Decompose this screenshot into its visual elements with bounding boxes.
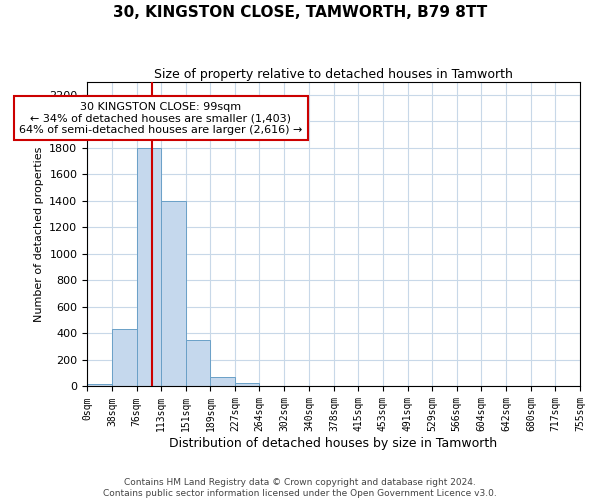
Bar [185, 340, 211, 386]
Bar [87, 384, 112, 386]
Text: 30 KINGSTON CLOSE: 99sqm
← 34% of detached houses are smaller (1,403)
64% of sem: 30 KINGSTON CLOSE: 99sqm ← 34% of detach… [19, 102, 302, 134]
Bar [137, 148, 161, 386]
Bar [235, 383, 259, 386]
Title: Size of property relative to detached houses in Tamworth: Size of property relative to detached ho… [154, 68, 513, 80]
Bar [211, 376, 235, 386]
Text: Contains HM Land Registry data © Crown copyright and database right 2024.
Contai: Contains HM Land Registry data © Crown c… [103, 478, 497, 498]
Y-axis label: Number of detached properties: Number of detached properties [34, 146, 44, 322]
Text: 30, KINGSTON CLOSE, TAMWORTH, B79 8TT: 30, KINGSTON CLOSE, TAMWORTH, B79 8TT [113, 5, 487, 20]
Bar [112, 330, 137, 386]
Bar [161, 201, 185, 386]
X-axis label: Distribution of detached houses by size in Tamworth: Distribution of detached houses by size … [169, 437, 497, 450]
